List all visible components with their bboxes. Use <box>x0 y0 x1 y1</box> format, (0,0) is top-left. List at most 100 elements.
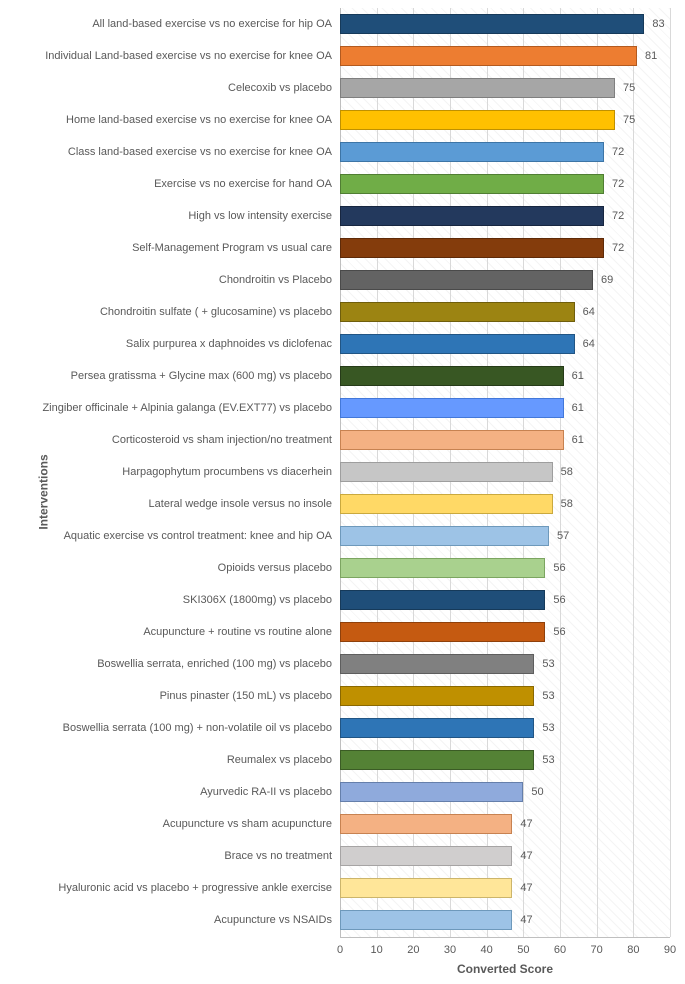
bar <box>340 686 534 706</box>
value-label: 64 <box>583 338 595 350</box>
bar <box>340 238 604 258</box>
chart-row: Hyaluronic acid vs placebo + progressive… <box>0 878 685 898</box>
value-label: 53 <box>542 722 554 734</box>
chart-row: Persea gratissma + Glycine max (600 mg) … <box>0 366 685 386</box>
category-label: SKI306X (1800mg) vs placebo <box>0 594 334 606</box>
category-label: Reumalex vs placebo <box>0 754 334 766</box>
bar <box>340 398 564 418</box>
value-label: 58 <box>561 498 573 510</box>
value-label: 47 <box>520 882 532 894</box>
category-label: Zingiber officinale + Alpinia galanga (E… <box>0 402 334 414</box>
category-label: Opioids versus placebo <box>0 562 334 574</box>
chart-row: Ayurvedic RA-II vs placebo 50 <box>0 782 685 802</box>
x-tick-label: 90 <box>664 944 676 956</box>
category-label: Celecoxib vs placebo <box>0 82 334 94</box>
bar <box>340 526 549 546</box>
bar <box>340 142 604 162</box>
value-label: 53 <box>542 658 554 670</box>
chart-row: All land-based exercise vs no exercise f… <box>0 14 685 34</box>
chart-row: SKI306X (1800mg) vs placebo 56 <box>0 590 685 610</box>
bar <box>340 590 545 610</box>
chart-row: Corticosteroid vs sham injection/no trea… <box>0 430 685 450</box>
x-tick-label: 60 <box>554 944 566 956</box>
category-label: Acupuncture vs NSAIDs <box>0 914 334 926</box>
bar <box>340 846 512 866</box>
value-label: 53 <box>542 754 554 766</box>
category-label: Corticosteroid vs sham injection/no trea… <box>0 434 334 446</box>
x-tick-label: 10 <box>371 944 383 956</box>
x-tick-label: 40 <box>481 944 493 956</box>
chart-row: Boswellia serrata, enriched (100 mg) vs … <box>0 654 685 674</box>
bar <box>340 718 534 738</box>
value-label: 50 <box>531 786 543 798</box>
bar <box>340 78 615 98</box>
x-tick-label: 80 <box>627 944 639 956</box>
chart-row: Celecoxib vs placebo 75 <box>0 78 685 98</box>
chart-row: Home land-based exercise vs no exercise … <box>0 110 685 130</box>
chart-row: Reumalex vs placebo 53 <box>0 750 685 770</box>
chart-row: Chondroitin sulfate ( + glucosamine) vs … <box>0 302 685 322</box>
category-label: Self-Management Program vs usual care <box>0 242 334 254</box>
value-label: 58 <box>561 466 573 478</box>
category-label: Salix purpurea x daphnoides vs diclofena… <box>0 338 334 350</box>
bar <box>340 782 523 802</box>
value-label: 61 <box>572 402 584 414</box>
category-label: Lateral wedge insole versus no insole <box>0 498 334 510</box>
bar <box>340 366 564 386</box>
chart-row: Class land-based exercise vs no exercise… <box>0 142 685 162</box>
category-label: Class land-based exercise vs no exercise… <box>0 146 334 158</box>
category-label: Acupuncture + routine vs routine alone <box>0 626 334 638</box>
bar <box>340 910 512 930</box>
category-label: Brace vs no treatment <box>0 850 334 862</box>
chart-row: Lateral wedge insole versus no insole 58 <box>0 494 685 514</box>
value-label: 72 <box>612 178 624 190</box>
category-label: Home land-based exercise vs no exercise … <box>0 114 334 126</box>
value-label: 75 <box>623 82 635 94</box>
value-label: 64 <box>583 306 595 318</box>
value-label: 47 <box>520 818 532 830</box>
category-label: Ayurvedic RA-II vs placebo <box>0 786 334 798</box>
category-label: Acupuncture vs sham acupuncture <box>0 818 334 830</box>
category-label: Aquatic exercise vs control treatment: k… <box>0 530 334 542</box>
bar <box>340 878 512 898</box>
bar <box>340 110 615 130</box>
value-label: 72 <box>612 146 624 158</box>
x-tick-label: 0 <box>337 944 343 956</box>
category-label: Chondroitin sulfate ( + glucosamine) vs … <box>0 306 334 318</box>
chart-row: Individual Land-based exercise vs no exe… <box>0 46 685 66</box>
value-label: 47 <box>520 850 532 862</box>
category-label: Pinus pinaster (150 mL) vs placebo <box>0 690 334 702</box>
x-tick-label: 70 <box>591 944 603 956</box>
value-label: 83 <box>652 18 664 30</box>
bar <box>340 814 512 834</box>
chart-row: Acupuncture + routine vs routine alone 56 <box>0 622 685 642</box>
value-label: 53 <box>542 690 554 702</box>
bar <box>340 174 604 194</box>
value-label: 56 <box>553 594 565 606</box>
category-label: Boswellia serrata, enriched (100 mg) vs … <box>0 658 334 670</box>
x-axis-title: Converted Score <box>340 962 670 976</box>
chart-row: Boswellia serrata (100 mg) + non-volatil… <box>0 718 685 738</box>
x-tick-label: 50 <box>517 944 529 956</box>
bar <box>340 206 604 226</box>
value-label: 61 <box>572 370 584 382</box>
category-label: Persea gratissma + Glycine max (600 mg) … <box>0 370 334 382</box>
x-tick-label: 20 <box>407 944 419 956</box>
value-label: 56 <box>553 626 565 638</box>
category-label: Hyaluronic acid vs placebo + progressive… <box>0 882 334 894</box>
value-label: 57 <box>557 530 569 542</box>
bar <box>340 750 534 770</box>
x-tick-label: 30 <box>444 944 456 956</box>
chart-row: Acupuncture vs NSAIDs47 <box>0 910 685 930</box>
bar <box>340 462 553 482</box>
bar <box>340 654 534 674</box>
bar <box>340 494 553 514</box>
chart-row: Self-Management Program vs usual care72 <box>0 238 685 258</box>
category-label: Exercise vs no exercise for hand OA <box>0 178 334 190</box>
value-label: 61 <box>572 434 584 446</box>
bar <box>340 302 575 322</box>
category-label: Boswellia serrata (100 mg) + non-volatil… <box>0 722 334 734</box>
category-label: Individual Land-based exercise vs no exe… <box>0 50 334 62</box>
chart-row: Acupuncture vs sham acupuncture 47 <box>0 814 685 834</box>
bar <box>340 46 637 66</box>
